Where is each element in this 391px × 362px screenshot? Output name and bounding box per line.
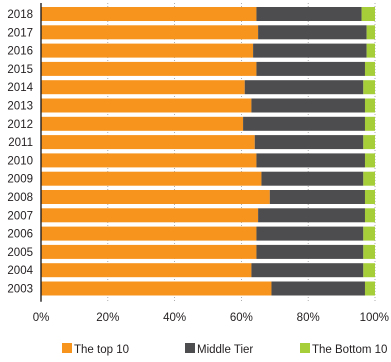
bar-the-bottom-10-2010 [364,153,375,168]
x-tick-label-80: 80% [297,312,320,324]
bar-the-bottom-10-2008 [364,190,375,204]
x-tick-label-40: 40% [163,312,186,324]
bar-the-top-10-2018 [41,7,257,21]
bar-the-top-10-2007 [41,208,259,223]
legend-label-the-bottom-10: The Bottom 10 [312,344,387,356]
bar-the-top-10-2017 [41,25,259,40]
bar-the-bottom-10-2017 [366,25,375,40]
bar-the-bottom-10-2004 [363,263,375,278]
bar-middle-tier-2013 [251,98,365,113]
bar-the-top-10-2005 [41,244,257,259]
bar-the-top-10-2003 [41,281,272,296]
bar-the-bottom-10-2009 [363,171,375,186]
y-tick-label-2007: 2007 [7,210,33,222]
bar-the-bottom-10-2014 [363,80,375,95]
y-tick-label-2011: 2011 [8,137,33,149]
bar-the-top-10-2015 [41,61,257,76]
bar-middle-tier-2010 [256,153,365,168]
y-tick-label-2006: 2006 [7,229,33,241]
bar-the-top-10-2012 [41,116,244,131]
y-tick-label-2013: 2013 [7,101,33,113]
legend: The top 10 Middle Tier The Bottom 10 [62,343,387,356]
bar-middle-tier-2009 [261,171,364,186]
bar-the-top-10-2010 [41,153,257,168]
legend-swatch-the-bottom-10 [300,343,310,353]
legend-swatch-middle-tier [185,343,195,353]
bar-middle-tier-2014 [244,80,364,95]
bar-the-top-10-2009 [41,171,262,186]
y-tick-label-2015: 2015 [7,64,33,76]
x-tick-labels: 0% 20% 40% 60% 80% 100% [33,312,389,324]
bar-middle-tier-2008 [269,190,365,204]
y-tick-label-2014: 2014 [7,82,33,94]
bar-middle-tier-2007 [258,208,365,223]
y-tick-label-2018: 2018 [7,9,33,21]
bar-the-top-10-2014 [41,80,245,95]
x-tick-label-100: 100% [360,312,389,324]
bar-middle-tier-2005 [256,244,364,259]
bar-the-top-10-2011 [41,135,255,150]
bar-the-top-10-2016 [41,43,254,58]
y-tick-labels: 2018 2017 2016 2015 2014 2013 2012 2011 2010 2009… [7,9,33,296]
x-tick-label-20: 20% [96,312,119,324]
y-tick-label-2010: 2010 [7,155,33,167]
bar-middle-tier-2015 [256,61,365,76]
bar-the-bottom-10-2005 [363,244,375,259]
y-tick-label-2009: 2009 [7,174,33,186]
bar-middle-tier-2018 [256,7,362,21]
x-tick-label-60: 60% [230,312,253,324]
y-tick-label-2008: 2008 [7,192,33,204]
y-tick-label-2012: 2012 [7,119,33,131]
y-tick-label-2017: 2017 [7,27,33,39]
bar-middle-tier-2011 [254,135,364,150]
y-tick-label-2004: 2004 [7,265,33,277]
bar-the-bottom-10-2007 [364,208,375,223]
bar-the-top-10-2004 [41,263,252,278]
y-tick-label-2005: 2005 [7,247,33,259]
bar-the-bottom-10-2015 [364,61,375,76]
bar-middle-tier-2017 [258,25,367,40]
bar-the-bottom-10-2013 [364,98,375,113]
y-tick-label-2016: 2016 [7,46,33,58]
bar-the-bottom-10-2018 [361,7,375,21]
legend-swatch-the-top-10 [62,343,72,353]
bar-the-top-10-2006 [41,226,257,241]
bar-the-top-10-2013 [41,98,252,113]
legend-label-middle-tier: Middle Tier [197,344,253,356]
legend-label-the-top-10: The top 10 [74,344,129,356]
bar-the-bottom-10-2003 [364,281,375,296]
bar-the-top-10-2008 [41,190,270,204]
bar-middle-tier-2012 [243,116,365,131]
bar-the-bottom-10-2016 [366,43,375,58]
bar-middle-tier-2003 [271,281,365,296]
x-tick-label-0: 0% [33,312,50,324]
bar-the-bottom-10-2006 [363,226,375,241]
bars [41,7,375,296]
bar-the-bottom-10-2012 [364,116,375,131]
bar-the-bottom-10-2011 [363,135,375,150]
bar-middle-tier-2006 [256,226,364,241]
y-tick-label-2003: 2003 [7,284,33,296]
bar-middle-tier-2004 [251,263,364,278]
bar-middle-tier-2016 [253,43,367,58]
